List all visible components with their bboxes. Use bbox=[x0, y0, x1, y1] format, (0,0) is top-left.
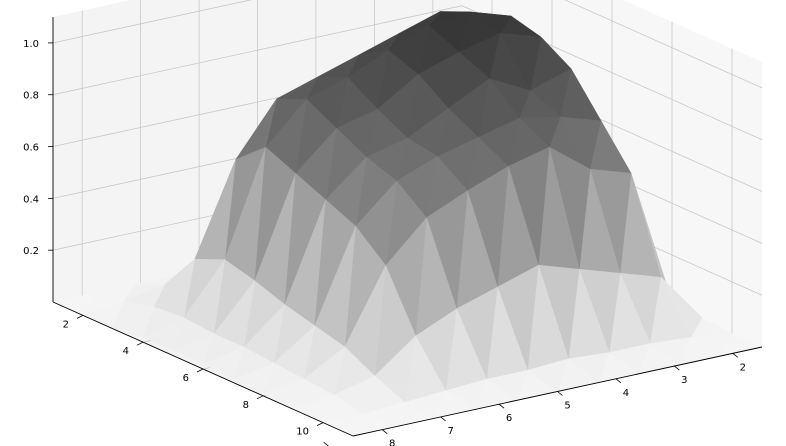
y-tick-label: 7 bbox=[447, 426, 453, 437]
surface-facet bbox=[232, 362, 275, 394]
x-tick-label: 4 bbox=[123, 346, 129, 357]
y-tick-mark bbox=[674, 365, 680, 371]
tick-labels: 246810234567890.20.40.60.81.0 bbox=[23, 39, 746, 446]
y-tick-mark bbox=[323, 442, 329, 446]
y-tick-mark bbox=[498, 403, 505, 409]
y-tick-label: 8 bbox=[389, 439, 395, 446]
axis-lines bbox=[48, 17, 763, 446]
z-tick-label: 0.6 bbox=[23, 143, 39, 154]
x-tick-mark bbox=[316, 422, 324, 426]
y-tick-mark bbox=[381, 429, 388, 434]
y-tick-label: 3 bbox=[681, 375, 687, 386]
z-grid-line bbox=[52, 5, 763, 141]
surface-facet bbox=[262, 378, 305, 410]
y-tick-label: 4 bbox=[623, 388, 629, 399]
y-tick-mark bbox=[557, 391, 563, 396]
y-tick-label: 2 bbox=[740, 362, 746, 373]
y-tick-mark bbox=[440, 416, 446, 422]
x-tick-label: 6 bbox=[183, 373, 189, 384]
x-tick-label: 8 bbox=[243, 400, 249, 411]
x-tick-mark bbox=[136, 341, 144, 346]
surface-mesh bbox=[52, 11, 763, 437]
x-tick-label: 10 bbox=[296, 427, 309, 438]
z-tick-label: 1.0 bbox=[23, 39, 39, 50]
surface-facet bbox=[142, 317, 185, 351]
z-tick-label: 0.8 bbox=[23, 91, 39, 102]
z-tick-label: 0.2 bbox=[23, 246, 39, 257]
surface-facet bbox=[112, 306, 155, 338]
surface-facet bbox=[82, 300, 125, 327]
x-tick-mark bbox=[196, 368, 204, 373]
x-tick-mark bbox=[76, 315, 84, 319]
x-tick-label: 2 bbox=[63, 319, 69, 330]
y-tick-mark bbox=[615, 378, 622, 384]
y-tick-label: 5 bbox=[564, 401, 570, 412]
y-tick-mark bbox=[732, 353, 739, 358]
z-grid-line bbox=[52, 0, 763, 89]
z-tick-label: 0.4 bbox=[23, 194, 39, 205]
y-tick-label: 6 bbox=[506, 413, 512, 424]
x-tick-mark bbox=[256, 395, 264, 400]
surface-facet bbox=[202, 346, 245, 381]
